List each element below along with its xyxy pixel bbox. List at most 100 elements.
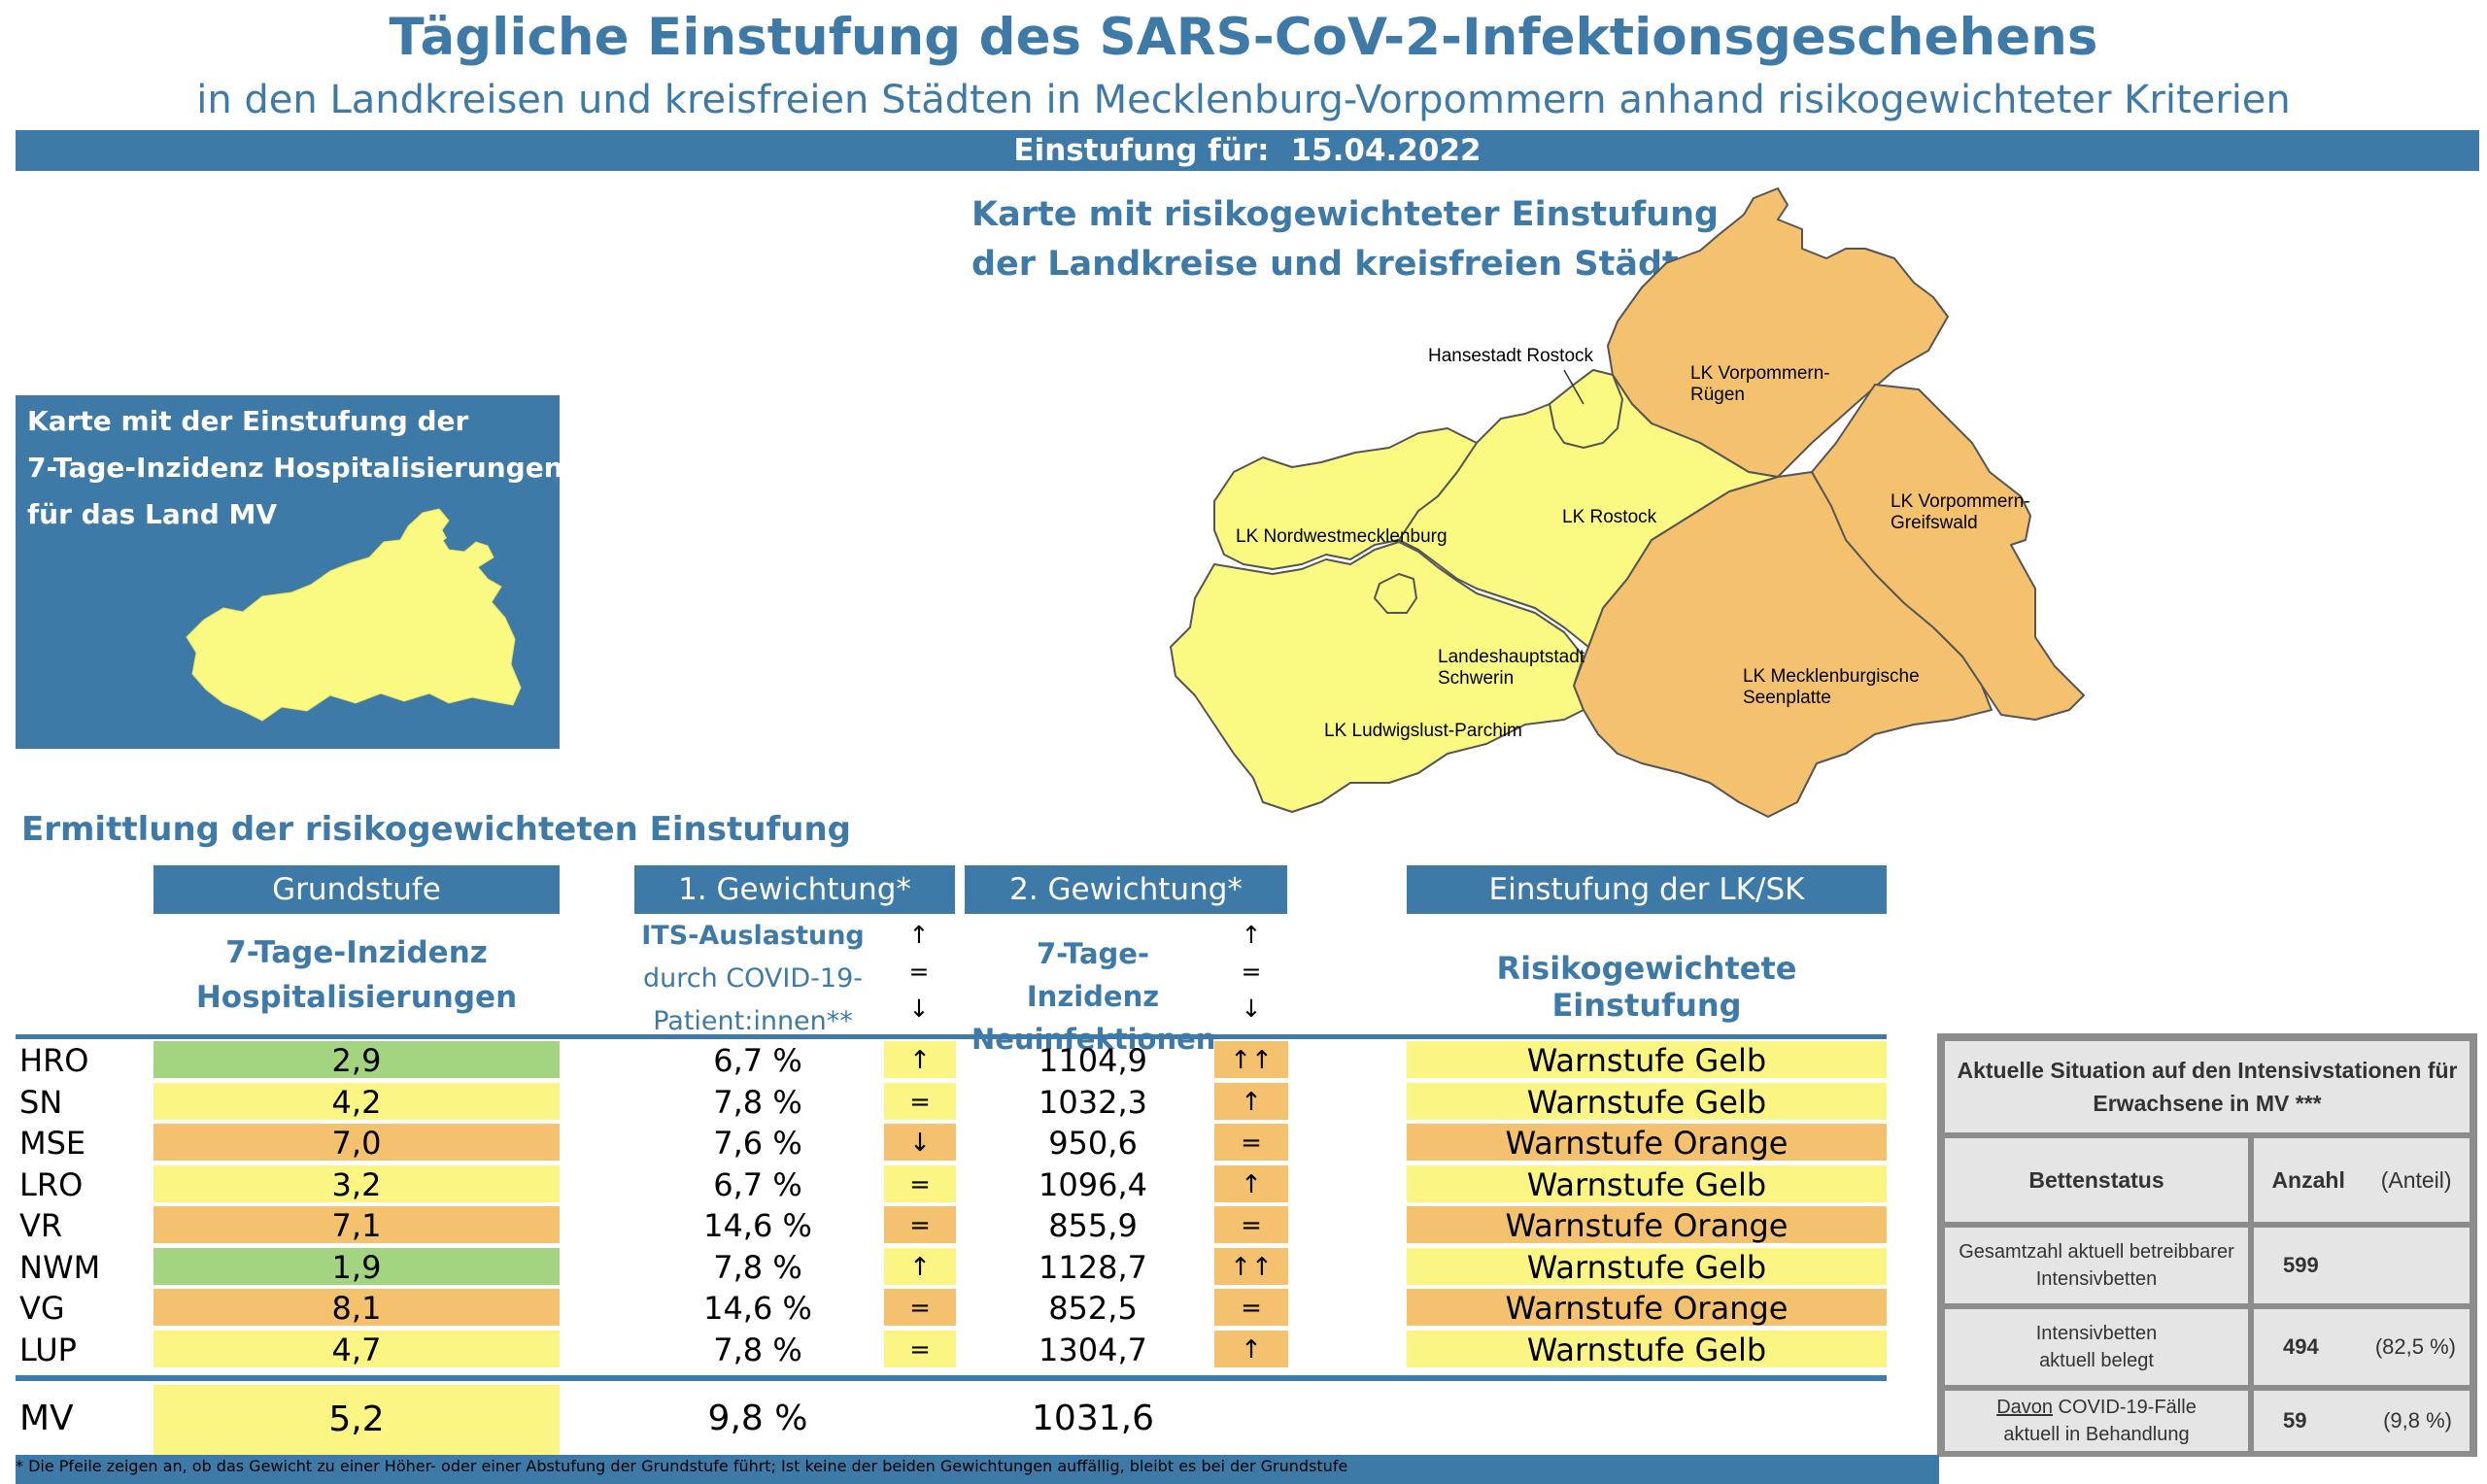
table-row: VR 7,1 14,6 % = 855,9 = Warnstufe Orange: [0, 1206, 1887, 1247]
row-its: 6,7 %: [713, 1165, 802, 1203]
row-hosp: 3,2: [153, 1164, 560, 1203]
row-its-trend: =: [884, 1289, 956, 1326]
map-region-lro: [1398, 369, 1779, 648]
map-label-sn: Landeshauptstadt Schwerin: [1438, 647, 1585, 689]
row-inz-trend: ↑: [1214, 1164, 1288, 1202]
row-code: SN: [19, 1083, 63, 1121]
row-inz: 1128,7: [1039, 1248, 1147, 1286]
its-row-value: 59 (9,8 %): [2254, 1391, 2470, 1451]
row-its-trend: ↓: [884, 1124, 956, 1161]
row-inz-trend: =: [1214, 1124, 1288, 1161]
header-grundstufe: Grundstufe: [153, 865, 560, 914]
row-its: 7,8 %: [713, 1331, 802, 1368]
map-label-lro: LK Rostock: [1562, 507, 1657, 527]
row-stufe: Warnstufe Gelb: [1407, 1247, 1887, 1286]
row-code: LUP: [19, 1331, 77, 1368]
row-hosp: 8,1: [153, 1289, 560, 1327]
row-code: HRO: [19, 1042, 89, 1079]
arrow-legend-its: ↑ = ↓: [908, 921, 930, 1023]
row-stufe: Warnstufe Gelb: [1407, 1164, 1887, 1203]
table-row: LUP 4,7 7,8 % = 1304,7 ↑ Warnstufe Gelb: [0, 1330, 1887, 1371]
row-hosp: 7,1: [153, 1206, 560, 1244]
row-its: 6,7 %: [713, 1042, 802, 1079]
row-inz: 1304,7: [1039, 1331, 1147, 1368]
row-hosp: 7,0: [153, 1124, 560, 1162]
total-code: MV: [19, 1399, 74, 1438]
table-row: HRO 2,9 6,7 % ↑ 1104,9 ↑↑ Warnstufe Gelb: [0, 1041, 1887, 1082]
total-inz: 1031,6: [1032, 1399, 1154, 1438]
mv-mini-map-shape: [186, 508, 522, 722]
map-region-lup: [1170, 541, 1584, 813]
map-region-hro: [1549, 369, 1623, 449]
footnote: * Die Pfeile zeigen an, ob das Gewicht z…: [16, 1457, 1348, 1475]
subheader-its: ITS-Auslastung durch COVID-19- Patient:i…: [641, 921, 865, 1036]
section-heading: Ermittlung der risikogewichteten Einstuf…: [21, 810, 852, 849]
its-row-label: Davon COVID-19-Fälle aktuell in Behandlu…: [1945, 1391, 2248, 1451]
row-inz-trend: ↑↑: [1214, 1041, 1288, 1078]
its-row-value: 599: [2254, 1228, 2470, 1303]
header-gewichtung1: 1. Gewichtung*: [634, 865, 955, 914]
row-code: NWM: [19, 1248, 101, 1286]
row-code: VG: [19, 1290, 65, 1327]
row-its-trend: =: [884, 1206, 956, 1243]
row-its-trend: =: [884, 1330, 956, 1367]
mv-mini-map: [186, 508, 522, 722]
its-col-bettenstatus: Bettenstatus: [1945, 1138, 2248, 1222]
subheader-hosp: 7-Tage-Inzidenz Hospitalisierungen: [195, 935, 518, 1015]
row-inz-trend: =: [1214, 1289, 1288, 1326]
row-inz-trend: ↑: [1214, 1330, 1288, 1367]
row-inz: 950,6: [1048, 1125, 1138, 1162]
row-code: LRO: [19, 1165, 84, 1203]
mv-map-title-line3: für das Land MV: [27, 498, 278, 530]
mv-mini-map-island: [427, 524, 447, 546]
map-label-hro: Hansestadt Rostock: [1428, 346, 1594, 366]
row-code: MSE: [19, 1125, 86, 1162]
row-its-trend: =: [884, 1164, 956, 1202]
table-row: MSE 7,0 7,6 % ↓ 950,6 = Warnstufe Orange: [0, 1124, 1887, 1164]
page-title: Tägliche Einstufung des SARS-CoV-2-Infek…: [389, 8, 2098, 67]
row-stufe: Warnstufe Orange: [1407, 1289, 1887, 1327]
row-inz: 1104,9: [1039, 1042, 1147, 1079]
map-hro-pointer: [1563, 369, 1584, 405]
mv-map-box-title: Karte mit der Einstufung der 7-Tage-Inzi…: [27, 398, 563, 538]
row-hosp: 4,7: [153, 1330, 560, 1368]
mv-map-title-line1: Karte mit der Einstufung der: [27, 405, 469, 437]
row-its: 14,6 %: [703, 1290, 812, 1327]
row-its-trend: ↑: [884, 1041, 956, 1078]
subheader-einstufung: Risikogewichtete Einstufung: [1496, 950, 1797, 1024]
row-inz-trend: ↑: [1214, 1082, 1288, 1120]
map-label-mse: LK Mecklenburgische Seenplatte: [1743, 666, 1920, 708]
its-table-title: Aktuelle Situation auf den Intensivstati…: [1945, 1041, 2470, 1132]
row-hosp: 2,9: [153, 1041, 560, 1079]
row-inz: 855,9: [1048, 1207, 1138, 1244]
row-stufe: Warnstufe Orange: [1407, 1206, 1887, 1244]
map-label-lup: LK Ludwigslust-Parchim: [1324, 721, 1522, 741]
map-region-nwm: [1213, 427, 1478, 570]
total-its: 9,8 %: [707, 1399, 808, 1438]
table-row: SN 4,2 7,8 % = 1032,3 ↑ Warnstufe Gelb: [0, 1082, 1887, 1124]
map-label-nwm: LK Nordwestmecklenburg: [1236, 526, 1448, 547]
table-header-divider: [16, 1034, 1887, 1039]
row-stufe: Warnstufe Gelb: [1407, 1330, 1887, 1368]
date-label: Einstufung für:: [1013, 133, 1270, 168]
its-col-anzahl: Anzahl (Anteil): [2254, 1138, 2470, 1222]
table-row: NWM 1,9 7,8 % ↑ 1128,7 ↑↑ Warnstufe Gelb: [0, 1247, 1887, 1289]
district-map: Hansestadt Rostock LK Vorpommern-Rügen L…: [1170, 187, 2085, 818]
date-value: 15.04.2022: [1290, 133, 1482, 168]
table-total-divider: [16, 1375, 1887, 1381]
row-its: 14,6 %: [703, 1207, 812, 1244]
header-einstufung: Einstufung der LK/SK: [1407, 865, 1887, 914]
date-bar: Einstufung für: 15.04.2022: [16, 130, 2479, 171]
row-its: 7,8 %: [713, 1083, 802, 1121]
row-inz: 1032,3: [1039, 1083, 1147, 1121]
row-stufe: Warnstufe Gelb: [1407, 1041, 1887, 1079]
map-heading: Karte mit risikogewichteter Einstufung d…: [971, 190, 1719, 289]
row-hosp: 4,2: [153, 1082, 560, 1121]
table-total-row: MV 5,2 9,8 % 1031,6: [0, 1385, 1904, 1455]
map-heading-line1: Karte mit risikogewichteter Einstufung: [971, 195, 1720, 234]
row-inz: 852,5: [1048, 1290, 1138, 1327]
map-label-vr: LK Vorpommern- Rügen: [1690, 363, 1830, 405]
row-code: VR: [19, 1207, 63, 1244]
row-hosp: 1,9: [153, 1247, 560, 1286]
its-row-label: Intensivbetten aktuell belegt: [1945, 1309, 2248, 1385]
